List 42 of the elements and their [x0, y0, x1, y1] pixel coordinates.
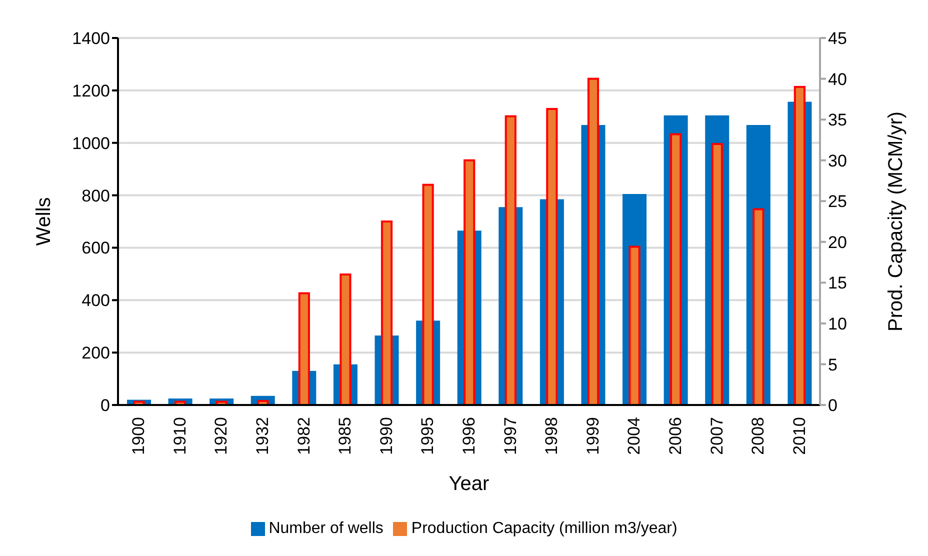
y2-tick-label: 30 — [828, 151, 847, 170]
x-tick-label: 2004 — [624, 417, 644, 455]
x-axis-title: Year — [448, 473, 490, 495]
y2-tick-label: 10 — [828, 314, 847, 334]
bar — [752, 208, 764, 405]
x-tick-label: 1998 — [542, 417, 562, 455]
x-tick-label: 1982 — [294, 417, 314, 455]
y2-tick-label: 0 — [828, 396, 838, 416]
y2-tick-label: 25 — [828, 192, 847, 212]
y-tick-label: 200 — [82, 344, 110, 363]
y2-tick-label: 45 — [828, 29, 847, 48]
y2-tick-label: 20 — [828, 232, 847, 252]
bar — [628, 246, 640, 405]
x-tick-label: 1932 — [253, 417, 272, 455]
legend-label: Production Capacity (million m3/year) — [411, 520, 678, 537]
x-tick-label: 1920 — [212, 417, 231, 455]
x-tick-label: 1999 — [583, 417, 602, 455]
y-tick-label: 400 — [82, 291, 110, 310]
x-tick-label: 2010 — [790, 417, 809, 455]
x-tick-label: 1995 — [418, 417, 438, 455]
x-tick-label: 1990 — [376, 417, 396, 455]
x-tick-label: 1996 — [460, 417, 478, 455]
x-tick-label: 1910 — [170, 417, 190, 455]
x-tick-label: 2006 — [666, 417, 685, 455]
y-tick-label: 1200 — [72, 81, 110, 100]
x-tick-label: 1985 — [336, 417, 355, 455]
x-tick-label: 1997 — [500, 417, 520, 455]
y2-tick-label: 5 — [828, 355, 838, 374]
y-tick-label: 600 — [82, 238, 110, 258]
y2-tick-label: 40 — [828, 70, 847, 89]
y-axis-title: Wells — [33, 197, 56, 246]
y-tick-label: 1400 — [72, 29, 110, 48]
y-tick-label: 1000 — [72, 134, 110, 153]
y2-tick-label: 35 — [828, 110, 847, 130]
x-tick-label: 2008 — [748, 417, 768, 455]
y-tick-label: 0 — [100, 396, 110, 416]
x-tick-label: 2007 — [707, 417, 726, 455]
y2-tick-label: 15 — [828, 274, 847, 293]
x-tick-label: 1900 — [129, 417, 148, 455]
y-tick-label: 800 — [82, 186, 110, 206]
legend-label: Number of wells — [268, 520, 384, 537]
y2-axis-title: Prod. Capacity (MCM/yr) — [885, 111, 908, 332]
